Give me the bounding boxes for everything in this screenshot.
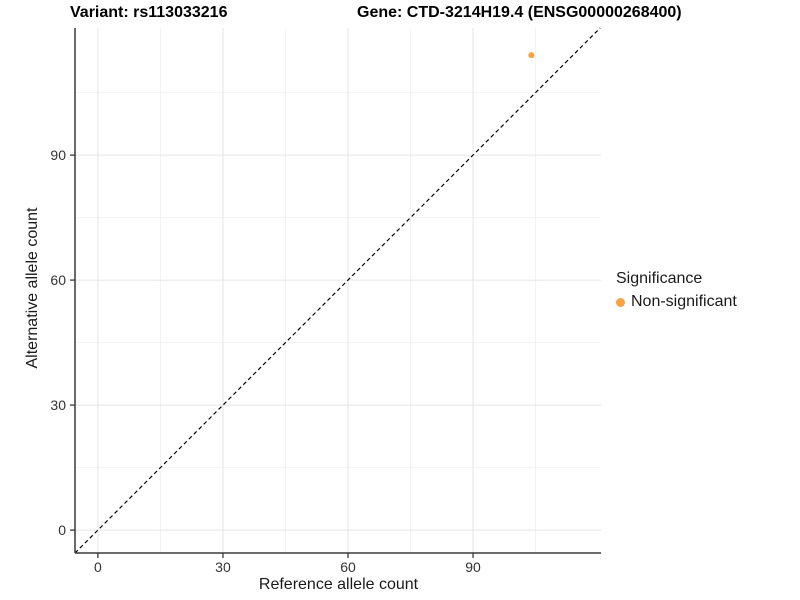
- x-tick-label: 30: [215, 559, 231, 575]
- x-tick-label: 0: [94, 559, 102, 575]
- legend-item: Non-significant: [616, 293, 737, 311]
- y-tick-label: 30: [50, 397, 66, 414]
- plot-title-variant: Variant: rs113033216: [70, 4, 228, 21]
- x-tick-label: 60: [340, 559, 356, 575]
- legend: Significance Non-significant: [616, 270, 737, 311]
- identity-line: [74, 27, 601, 554]
- legend-item-label: Non-significant: [631, 293, 737, 310]
- legend-point-icon: [616, 297, 625, 307]
- legend-items: Non-significant: [616, 293, 737, 311]
- data-point: [528, 52, 535, 59]
- plot-title-gene: Gene: CTD-3214H19.4 (ENSG00000268400): [357, 4, 682, 21]
- legend-title: Significance: [616, 270, 703, 287]
- y-tick-label: 90: [50, 147, 66, 164]
- x-axis-title: Reference allele count: [258, 576, 419, 593]
- y-tick-label: 0: [58, 522, 66, 539]
- x-tick-label: 90: [465, 559, 481, 575]
- y-tick-label: 60: [50, 272, 66, 289]
